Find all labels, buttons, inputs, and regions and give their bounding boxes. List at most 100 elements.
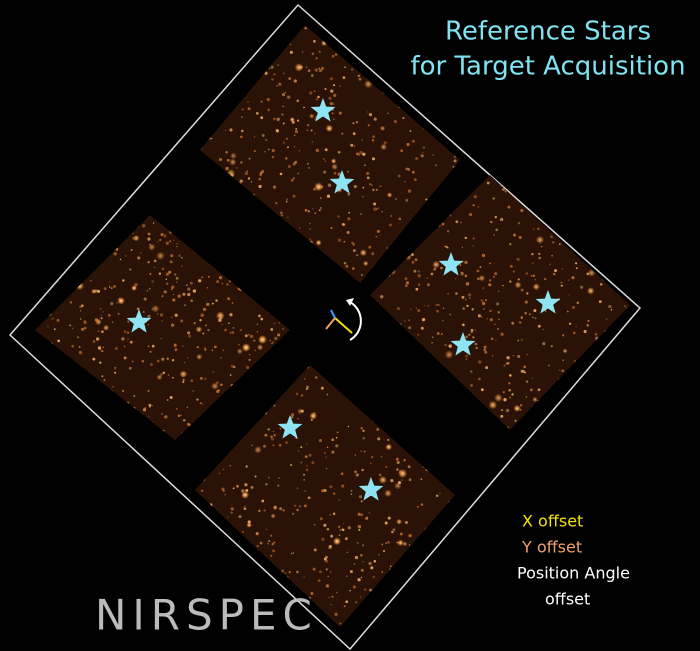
field-star	[350, 68, 354, 71]
field-star	[623, 305, 626, 307]
field-star	[528, 313, 531, 316]
field-star	[157, 241, 159, 243]
field-star	[162, 371, 166, 375]
field-star	[380, 143, 388, 151]
field-star	[495, 228, 499, 232]
field-star	[355, 473, 359, 477]
field-star	[384, 489, 392, 498]
field-star	[494, 215, 498, 219]
field-star	[246, 366, 250, 370]
field-star	[174, 313, 178, 317]
field-star	[472, 336, 475, 339]
field-star	[148, 403, 152, 407]
field-star	[315, 239, 322, 246]
field-star	[318, 209, 321, 212]
field-star	[101, 375, 104, 378]
field-star	[351, 241, 354, 244]
field-star	[360, 213, 362, 215]
panel	[195, 365, 455, 627]
field-star	[301, 51, 304, 53]
field-star	[253, 339, 256, 342]
field-star	[431, 341, 433, 344]
field-star	[447, 293, 449, 295]
field-star	[572, 331, 576, 335]
field-star	[310, 592, 314, 595]
field-star	[506, 356, 510, 360]
field-star	[480, 299, 484, 302]
field-star	[465, 335, 469, 339]
field-star	[323, 170, 327, 174]
field-star	[347, 192, 351, 196]
field-star	[504, 190, 507, 193]
field-star	[387, 540, 390, 544]
reference-star	[126, 309, 152, 333]
field-star	[297, 119, 300, 122]
field-star	[407, 189, 412, 193]
field-star	[408, 326, 411, 329]
field-star	[349, 589, 351, 592]
field-star	[287, 216, 289, 219]
field-star	[488, 400, 498, 410]
field-star	[310, 129, 313, 132]
field-star	[263, 444, 266, 448]
field-star	[606, 318, 608, 320]
field-star	[344, 66, 346, 69]
field-star	[297, 450, 300, 453]
field-star	[100, 314, 102, 316]
field-star	[113, 252, 117, 256]
field-star	[309, 222, 311, 225]
field-star	[293, 79, 297, 83]
field-star	[256, 344, 264, 351]
field-star	[247, 520, 251, 524]
field-star	[466, 304, 469, 308]
field-star	[521, 369, 525, 373]
field-star	[285, 137, 289, 141]
field-star	[218, 318, 222, 322]
field-star	[290, 552, 293, 555]
field-star	[250, 181, 253, 183]
field-star	[285, 200, 288, 203]
field-star	[538, 256, 541, 260]
field-star	[367, 124, 370, 127]
field-star	[163, 290, 167, 294]
field-star	[117, 312, 120, 315]
field-star	[314, 376, 318, 379]
field-star	[136, 307, 140, 311]
field-star	[587, 319, 590, 323]
field-star	[472, 245, 474, 247]
field-star	[503, 398, 507, 402]
field-star	[372, 575, 375, 579]
field-star	[481, 253, 486, 258]
field-star	[279, 507, 283, 511]
field-star	[366, 171, 370, 176]
field-star	[346, 230, 350, 235]
field-star	[470, 370, 473, 373]
field-star	[529, 388, 533, 392]
field-star	[357, 74, 361, 78]
field-star	[293, 145, 296, 148]
field-star	[358, 495, 363, 499]
field-star	[221, 323, 223, 326]
field-star	[415, 287, 419, 291]
field-star	[424, 304, 426, 307]
field-star	[267, 542, 270, 545]
field-star	[382, 549, 386, 553]
field-star	[94, 289, 98, 293]
field-star	[357, 578, 361, 582]
pa-arrow	[349, 301, 362, 341]
field-star	[517, 278, 520, 281]
field-star	[296, 508, 298, 511]
field-star	[114, 371, 117, 374]
field-star	[153, 266, 156, 269]
field-star	[413, 178, 417, 182]
field-star	[502, 284, 504, 287]
field-star	[187, 331, 191, 335]
field-star	[308, 167, 310, 169]
field-star	[341, 528, 343, 531]
field-star	[325, 467, 328, 470]
field-star	[314, 182, 324, 192]
field-star	[83, 326, 87, 330]
field-star	[278, 443, 282, 447]
field-star	[477, 377, 481, 381]
field-star	[337, 238, 342, 242]
